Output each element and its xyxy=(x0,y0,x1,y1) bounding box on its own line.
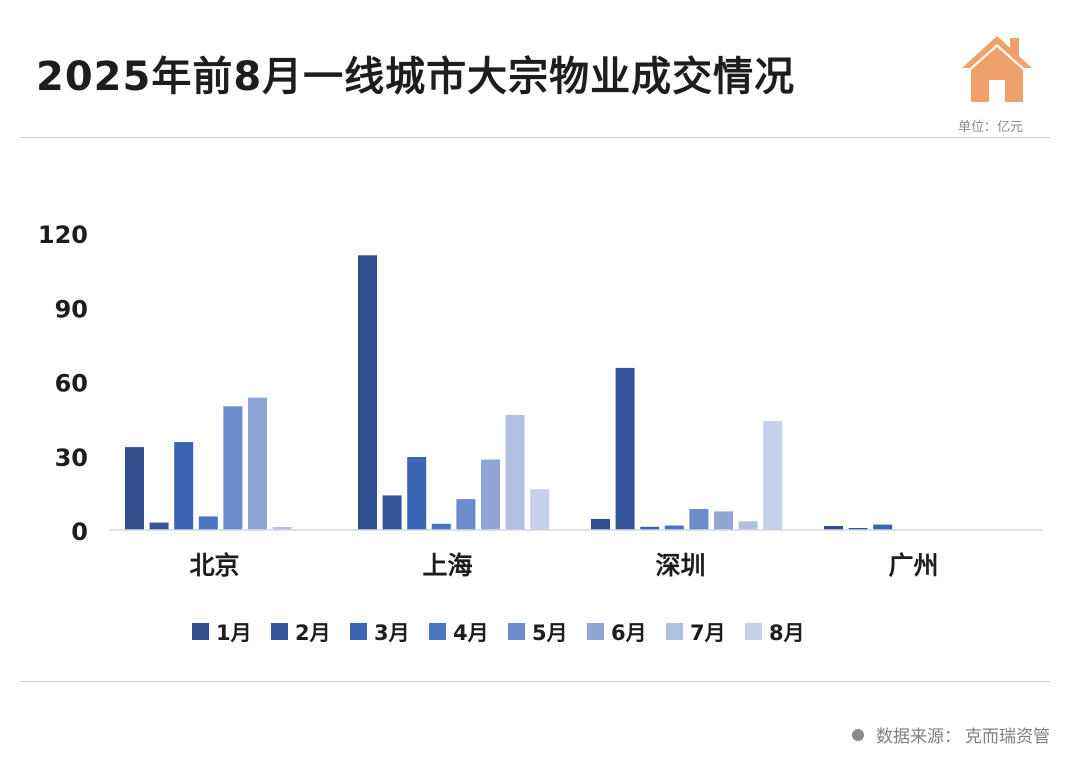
y-axis: 0 30 60 90 120 xyxy=(38,221,88,546)
y-tick-label: 0 xyxy=(71,518,88,546)
x-axis: 北京 上海 深圳 广州 xyxy=(189,551,938,580)
legend-label: 1月 xyxy=(216,621,252,645)
bar xyxy=(763,421,783,530)
legend-label: 7月 xyxy=(690,621,726,645)
top-divider xyxy=(20,137,1050,138)
legend-swatch xyxy=(666,623,683,640)
bar xyxy=(640,526,660,530)
bar xyxy=(358,255,377,531)
x-tick-label: 北京 xyxy=(189,551,239,580)
legend-swatch xyxy=(587,623,604,640)
bar xyxy=(530,489,550,530)
bar xyxy=(824,526,843,530)
source-label: 数据来源： xyxy=(876,727,961,747)
y-tick-label: 120 xyxy=(38,221,88,249)
bar xyxy=(248,397,267,530)
bar xyxy=(738,521,758,530)
legend-swatch xyxy=(192,623,209,640)
legend-swatch xyxy=(429,623,446,640)
bar xyxy=(431,523,451,530)
legend-swatch xyxy=(508,623,525,640)
y-tick-label: 30 xyxy=(55,444,88,472)
legend-swatch xyxy=(350,623,367,640)
bar xyxy=(615,367,635,530)
y-tick-label: 60 xyxy=(55,370,88,398)
bar xyxy=(407,457,427,530)
legend: 1月 2月 3月 4月 5月 6月 7月 8月 xyxy=(192,621,805,645)
bar xyxy=(174,442,194,530)
unit-label: 单位：亿元 xyxy=(957,120,1023,135)
bar xyxy=(382,495,402,530)
bar xyxy=(689,509,709,530)
bar xyxy=(591,518,610,530)
y-tick-label: 90 xyxy=(55,295,88,323)
source-name: 克而瑞资管 xyxy=(965,727,1050,747)
x-tick-label: 深圳 xyxy=(655,551,705,580)
data-source: 数据来源： 克而瑞资管 xyxy=(852,722,1050,747)
bar xyxy=(149,522,169,530)
x-tick-label: 上海 xyxy=(422,551,472,580)
legend-swatch xyxy=(271,623,288,640)
bar xyxy=(125,447,144,530)
bottom-divider xyxy=(20,681,1050,682)
bar xyxy=(664,525,684,530)
page-title: 2025年前8月一线城市大宗物业成交情况 xyxy=(36,54,796,100)
legend-label: 3月 xyxy=(374,621,410,645)
bar xyxy=(873,524,893,530)
legend-label: 8月 xyxy=(769,621,805,645)
bar xyxy=(848,528,868,530)
bar xyxy=(223,406,243,531)
legend-label: 2月 xyxy=(295,621,331,645)
bars xyxy=(125,255,893,531)
bar xyxy=(456,499,476,530)
legend-swatch xyxy=(745,623,762,640)
bar xyxy=(481,459,500,530)
bar xyxy=(272,527,292,530)
bar xyxy=(198,516,218,530)
bar-chart: 0 30 60 90 120 北京 上海 深圳 广州 1月 2月 3月 4月 5月 6月 7月 8月 xyxy=(38,221,1042,645)
x-tick-label: 广州 xyxy=(888,551,938,580)
bullet-icon xyxy=(852,728,864,741)
house-icon xyxy=(962,36,1032,102)
legend-label: 4月 xyxy=(453,621,489,645)
bar xyxy=(714,511,733,530)
bar xyxy=(505,414,525,530)
legend-label: 5月 xyxy=(532,621,568,645)
legend-label: 6月 xyxy=(611,621,647,645)
